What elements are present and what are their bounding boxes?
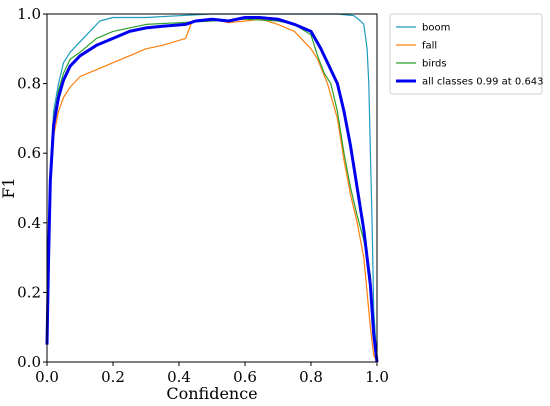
legend-label-0: boom bbox=[422, 23, 450, 34]
x-tick-label: 0.4 bbox=[167, 368, 191, 386]
legend-label-1: fall bbox=[422, 41, 437, 52]
legend-label-3: all classes 0.99 at 0.643 bbox=[422, 77, 544, 88]
y-axis-label: F1 bbox=[0, 177, 18, 198]
y-tick-label: 0.6 bbox=[17, 144, 41, 162]
y-tick-label: 1.0 bbox=[17, 5, 41, 23]
plot-frame bbox=[46, 13, 378, 363]
plot-lines bbox=[45, 13, 379, 363]
x-axis-ticks: 0.0 0.2 0.4 0.6 0.8 1.0 bbox=[35, 362, 389, 386]
x-tick-label: 0.8 bbox=[299, 368, 323, 386]
y-tick-label: 0.0 bbox=[17, 353, 41, 371]
y-tick-label: 0.8 bbox=[17, 75, 41, 93]
x-tick-label: 0.6 bbox=[233, 368, 257, 386]
series-line-1 bbox=[46, 18, 378, 363]
x-tick-label: 0.2 bbox=[101, 368, 125, 386]
legend-box bbox=[389, 13, 543, 95]
legend-label-2: birds bbox=[422, 59, 447, 70]
series-line-2 bbox=[46, 18, 378, 363]
y-tick-label: 0.2 bbox=[17, 283, 41, 301]
y-tick-label: 0.4 bbox=[17, 214, 41, 232]
series-line-3 bbox=[45, 16, 379, 363]
x-axis-label: Confidence bbox=[166, 384, 257, 403]
y-axis-ticks: 0.0 0.2 0.4 0.6 0.8 1.0 bbox=[17, 5, 47, 371]
x-tick-label: 1.0 bbox=[365, 368, 389, 386]
legend: boom fall birds all classes 0.99 at 0.643 bbox=[389, 13, 544, 95]
x-tick-label: 0.0 bbox=[35, 368, 59, 386]
